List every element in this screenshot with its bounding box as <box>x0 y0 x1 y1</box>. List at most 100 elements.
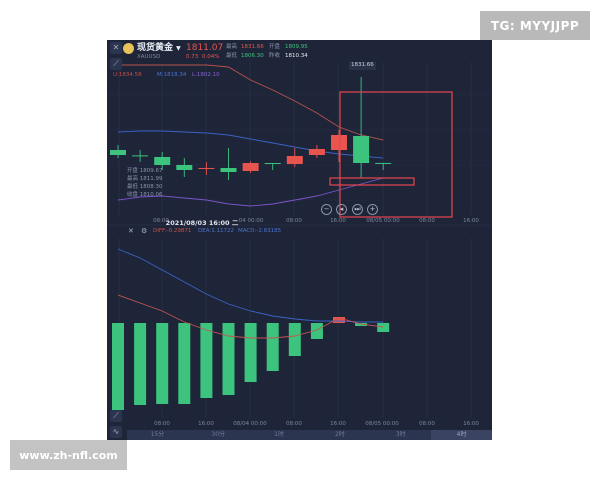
jump-latest-icon[interactable]: ⏭ <box>352 204 363 215</box>
indicator-icon[interactable]: ∿ <box>110 426 122 438</box>
candle-body <box>110 149 126 155</box>
instrument-selector[interactable]: 现货黄金 ▼ <box>137 44 181 53</box>
time-axis-label: 08:00 <box>286 421 302 427</box>
time-axis-label: 16:00 <box>330 421 346 427</box>
prev-close-label: 昨收 <box>269 53 281 59</box>
boll-lower-line <box>117 177 384 207</box>
macd-bar <box>266 323 279 371</box>
draw-pen-icon[interactable]: ⟋ <box>110 58 122 70</box>
low-value: 1806.30 <box>241 53 264 59</box>
tooltip-value: 1809.67 <box>139 168 163 174</box>
macd-bar <box>355 323 368 326</box>
candle-body <box>375 162 392 164</box>
macd-dea-line <box>117 248 384 323</box>
time-axis-label: 16:00 <box>463 421 479 427</box>
high-price-marker: 1831.66 <box>349 62 376 70</box>
macd-bar <box>178 323 191 404</box>
candle-body <box>308 148 325 155</box>
macd-bar <box>288 323 301 356</box>
macd-dif-line <box>117 294 384 339</box>
current-price: 1811.07 <box>186 43 224 53</box>
tooltip-label: 最低 <box>127 184 139 190</box>
macd-bar <box>377 323 390 332</box>
macd-diff-legend: DIFF:-0.29871 <box>153 228 192 234</box>
tab-3h[interactable]: 3时 <box>395 431 406 438</box>
instrument-name: 现货黄金 <box>137 43 174 53</box>
boll-mid-legend: M:1818.34 <box>157 72 187 78</box>
candle-body <box>154 157 171 165</box>
time-axis-label: 08/05 00:00 <box>365 421 399 427</box>
macd-bar <box>310 323 323 339</box>
tab-4h[interactable]: 4时 <box>431 430 492 440</box>
macd-bar <box>244 323 257 382</box>
open-value: 1809.95 <box>285 44 308 50</box>
tab-1h[interactable]: 1时 <box>274 431 284 438</box>
boll-upper-line <box>118 64 384 141</box>
candle-body <box>198 167 215 169</box>
open-label: 开盘 <box>269 44 281 50</box>
time-axis-label: 16:00 <box>198 421 214 427</box>
candle-body <box>286 156 303 164</box>
time-axis-label: 16:00 <box>463 218 479 224</box>
tooltip-label: 收盘 <box>127 192 139 198</box>
chart-panel[interactable] <box>107 40 492 440</box>
zoom-in-icon[interactable]: + <box>367 204 378 215</box>
macd-value-legend: MACD:-2.83185 <box>238 228 282 234</box>
watermark-website: www.zh-nfl.com <box>10 440 127 470</box>
tooltip-value: 1808.30 <box>139 184 163 190</box>
macd-bar <box>333 317 345 323</box>
gold-coin-icon <box>123 43 134 54</box>
low-label: 最低 <box>226 53 238 59</box>
macd-bar <box>156 323 169 404</box>
boll-upper-legend: U:1834.58 <box>113 72 142 78</box>
gear-icon[interactable]: ⚙ <box>141 227 148 235</box>
tooltip-value: 1811.99 <box>139 176 163 182</box>
period-tabs: 15分 30分 1时 2时 3时 4时 <box>127 430 492 440</box>
candle-body <box>242 163 259 171</box>
draw-pen-icon[interactable]: ⟋ <box>110 410 122 422</box>
macd-bar <box>112 323 124 410</box>
time-axis-label: 04 00:00 <box>238 218 264 224</box>
time-axis-label: 08/04 00:00 <box>233 421 267 427</box>
time-axis-label: 08/05 00:00 <box>366 218 400 224</box>
close-indicator-icon[interactable]: ✕ <box>128 227 134 235</box>
time-axis-label: 08:00 <box>286 218 302 224</box>
prev-close-value: 1810.34 <box>285 53 308 59</box>
macd-bar <box>134 323 147 405</box>
candle-body <box>176 164 193 170</box>
step-back-icon[interactable]: ◂ <box>336 204 347 215</box>
time-axis-label: 08:00 <box>154 421 170 427</box>
boll-lower-legend: L:1802.10 <box>192 72 220 78</box>
tooltip-label: 开盘 <box>127 168 139 174</box>
time-axis-label: 16:00 <box>330 218 346 224</box>
time-axis-label: 08:00 <box>419 218 435 224</box>
close-icon[interactable]: ✕ <box>110 42 122 54</box>
tooltip-value: 1810.06 <box>139 192 163 198</box>
price-change-pct: 0.04% <box>202 54 220 60</box>
instrument-symbol: XAUUSD <box>137 54 161 60</box>
macd-dea-legend: DEA:1.11722 <box>198 228 234 234</box>
high-label: 最高 <box>226 44 238 50</box>
macd-bar <box>222 323 235 395</box>
candle-body <box>264 163 281 165</box>
zoom-out-icon[interactable]: − <box>321 204 332 215</box>
time-axis-label: 08:00 <box>153 218 169 224</box>
tab-30min[interactable]: 30分 <box>211 431 226 438</box>
macd-bar <box>200 323 213 398</box>
time-axis-label: 08:00 <box>419 421 435 427</box>
crosshair-time-label: 2021/08/03 16:00 二 <box>165 219 239 227</box>
candle-body <box>132 155 149 157</box>
high-value: 1831.66 <box>241 44 264 50</box>
candle-body <box>220 168 237 173</box>
watermark-telegram: TG: MYYJJPP <box>480 11 590 40</box>
price-change: 0.73 <box>186 54 199 60</box>
candle-body <box>353 136 370 164</box>
caret-down-icon: ▼ <box>176 45 181 52</box>
tooltip-label: 最高 <box>127 176 139 182</box>
candle-body <box>331 135 347 150</box>
tab-2h[interactable]: 2时 <box>334 431 345 438</box>
highlight-box <box>329 177 415 186</box>
highlight-box <box>339 91 453 218</box>
tab-15min[interactable]: 15分 <box>150 431 165 438</box>
